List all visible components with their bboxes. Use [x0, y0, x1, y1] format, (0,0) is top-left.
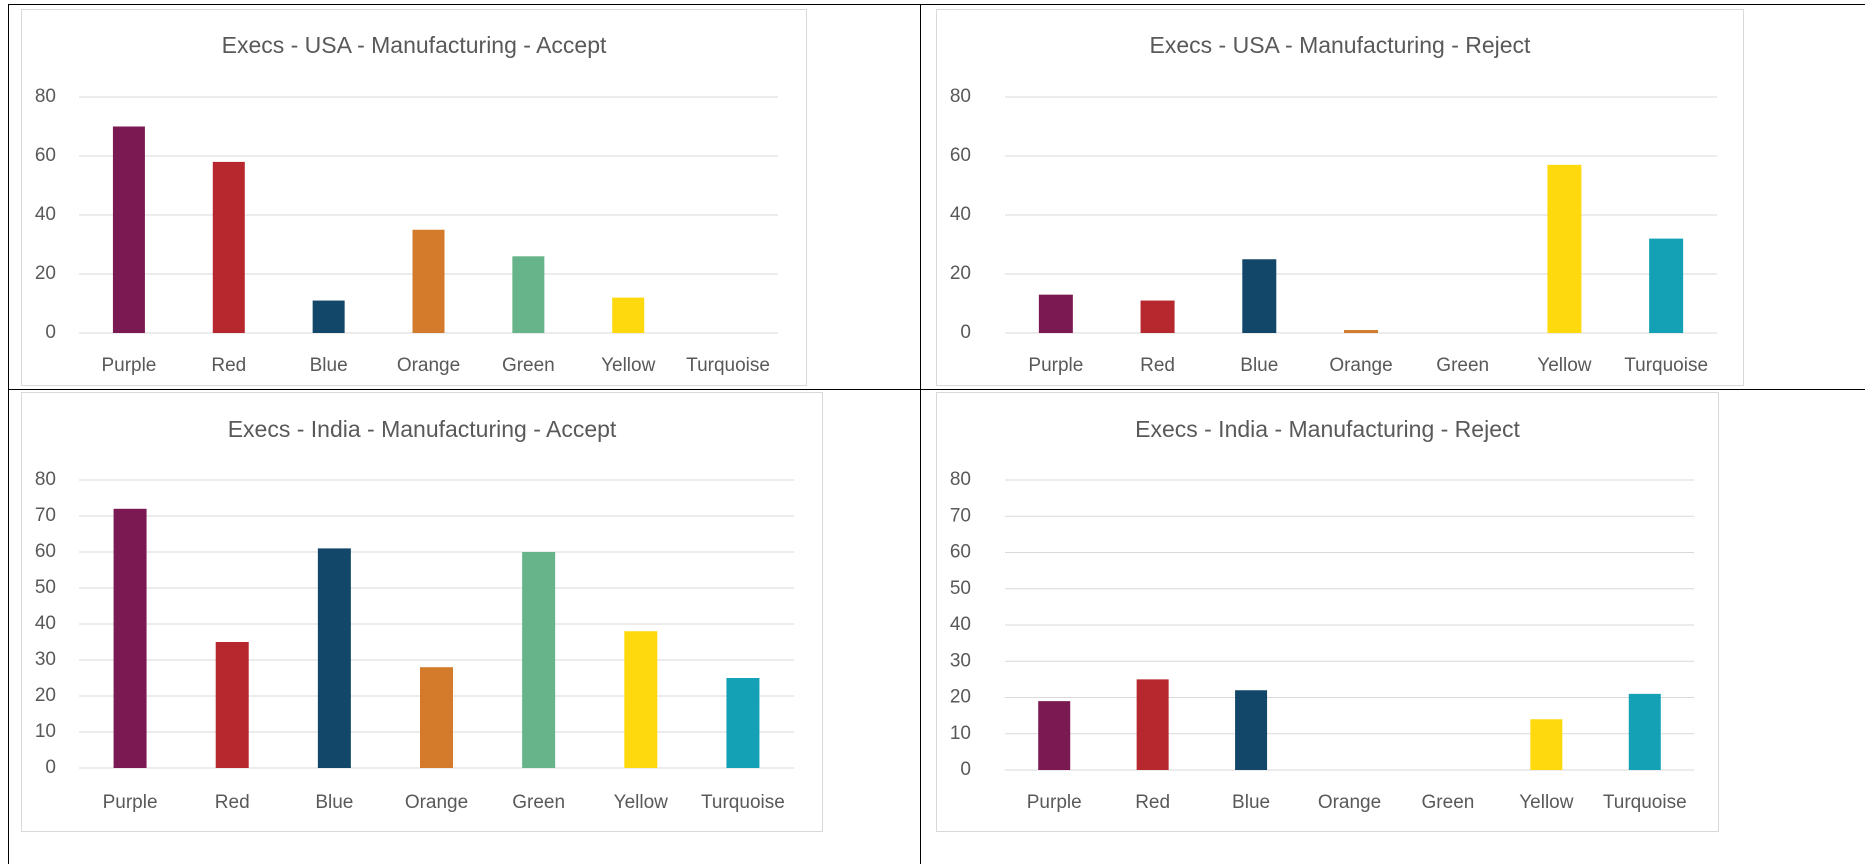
bar-purple: [112, 126, 145, 333]
bar-blue: [1235, 690, 1268, 770]
category-label: Green: [512, 792, 565, 813]
chart-title: Execs - USA - Manufacturing - Accept: [222, 32, 607, 58]
y-tick-label: 20: [950, 687, 971, 708]
chart-svg: Execs - USA - Manufacturing - Reject 0 20 4…: [950, 32, 1717, 376]
category-label: Purple: [101, 355, 156, 376]
y-tick-label: 80: [950, 469, 971, 490]
category-label: Yellow: [1519, 792, 1574, 813]
y-tick-label: 40: [950, 204, 971, 225]
y-tick-label: 0: [45, 757, 56, 778]
category-label: Green: [1436, 355, 1489, 376]
category-label: Yellow: [601, 355, 656, 376]
y-tick-label: 70: [35, 505, 56, 526]
y-tick-label: 0: [45, 322, 56, 343]
category-label: Green: [502, 355, 555, 376]
y-tick-label: 0: [960, 322, 971, 343]
y-tick-label: 10: [35, 721, 56, 742]
bar-red: [1136, 679, 1169, 770]
y-tick-label: 40: [35, 204, 56, 225]
category-label: Turquoise: [686, 355, 770, 376]
chart-title: Execs - India - Manufacturing - Reject: [1135, 416, 1520, 442]
bar-yellow: [1547, 164, 1582, 333]
category-label: Turquoise: [701, 792, 785, 813]
y-tick-label: 80: [35, 469, 56, 490]
bar-green: [512, 256, 545, 333]
table-divider-horizontal: [8, 389, 1865, 390]
chart-india-accept: Execs - India - Manufacturing - Accept 0 1…: [21, 392, 823, 832]
y-tick-label: 40: [950, 614, 971, 635]
category-label: Yellow: [1537, 355, 1592, 376]
y-tick-label: 60: [35, 145, 56, 166]
category-label: Orange: [1318, 792, 1381, 813]
y-tick-label: 10: [950, 723, 971, 744]
bar-turquoise: [1649, 238, 1684, 333]
y-tick-label: 60: [35, 541, 56, 562]
category-label: Turquoise: [1624, 355, 1708, 376]
category-label: Purple: [103, 792, 158, 813]
category-label: Red: [215, 792, 250, 813]
bar-turquoise: [1628, 693, 1661, 770]
bar-blue: [1242, 259, 1277, 333]
bar-yellow: [1530, 719, 1563, 770]
category-label: Purple: [1027, 792, 1082, 813]
y-tick-label: 20: [35, 263, 56, 284]
table-border-top: [8, 4, 1865, 5]
bar-orange: [412, 229, 445, 333]
category-label: Blue: [1232, 792, 1270, 813]
category-label: Blue: [315, 792, 353, 813]
bar-green: [522, 552, 556, 768]
y-tick-label: 40: [35, 613, 56, 634]
category-label: Orange: [397, 355, 460, 376]
y-tick-label: 60: [950, 542, 971, 563]
chart-title: Execs - USA - Manufacturing - Reject: [1150, 32, 1532, 58]
table-divider-vertical: [920, 4, 921, 864]
category-label: Yellow: [614, 792, 669, 813]
category-label: Red: [1140, 355, 1175, 376]
bar-purple: [1038, 701, 1071, 770]
bar-red: [212, 161, 245, 333]
y-tick-label: 20: [950, 263, 971, 284]
y-tick-label: 80: [950, 86, 971, 107]
chart-title: Execs - India - Manufacturing - Accept: [228, 416, 617, 442]
category-label: Purple: [1028, 355, 1083, 376]
bar-blue: [312, 300, 345, 333]
bar-red: [1140, 300, 1175, 333]
chart-svg: Execs - USA - Manufacturing - Accept 0 20 4…: [35, 32, 778, 376]
y-tick-label: 50: [950, 578, 971, 599]
bar-orange: [1344, 330, 1378, 333]
bar-purple: [1038, 294, 1073, 333]
chart-svg: Execs - India - Manufacturing - Accept 0 1…: [35, 416, 794, 813]
bar-orange: [420, 667, 453, 768]
chart-svg: Execs - India - Manufacturing - Reject 0 1…: [950, 416, 1694, 813]
bar-yellow: [612, 297, 645, 333]
chart-usa-accept: Execs - USA - Manufacturing - Accept 0 20 4…: [21, 9, 807, 386]
bar-yellow: [624, 631, 658, 768]
category-label: Turquoise: [1603, 792, 1687, 813]
category-label: Red: [1135, 792, 1170, 813]
category-label: Blue: [310, 355, 348, 376]
category-label: Blue: [1240, 355, 1278, 376]
y-tick-label: 60: [950, 145, 971, 166]
bar-blue: [317, 548, 351, 768]
chart-india-reject: Execs - India - Manufacturing - Reject 0 1…: [936, 392, 1719, 832]
bar-red: [215, 642, 249, 768]
bar-purple: [113, 508, 147, 768]
y-tick-label: 30: [35, 649, 56, 670]
bar-turquoise: [726, 678, 760, 768]
y-tick-label: 70: [950, 505, 971, 526]
table-border-left: [8, 4, 9, 864]
category-label: Orange: [1329, 355, 1392, 376]
y-tick-label: 80: [35, 86, 56, 107]
category-label: Orange: [405, 792, 468, 813]
y-tick-label: 0: [960, 759, 971, 780]
y-tick-label: 50: [35, 577, 56, 598]
category-label: Green: [1422, 792, 1475, 813]
y-tick-label: 30: [950, 650, 971, 671]
y-tick-label: 20: [35, 685, 56, 706]
chart-usa-reject: Execs - USA - Manufacturing - Reject 0 20 4…: [936, 9, 1744, 386]
category-label: Red: [211, 355, 246, 376]
